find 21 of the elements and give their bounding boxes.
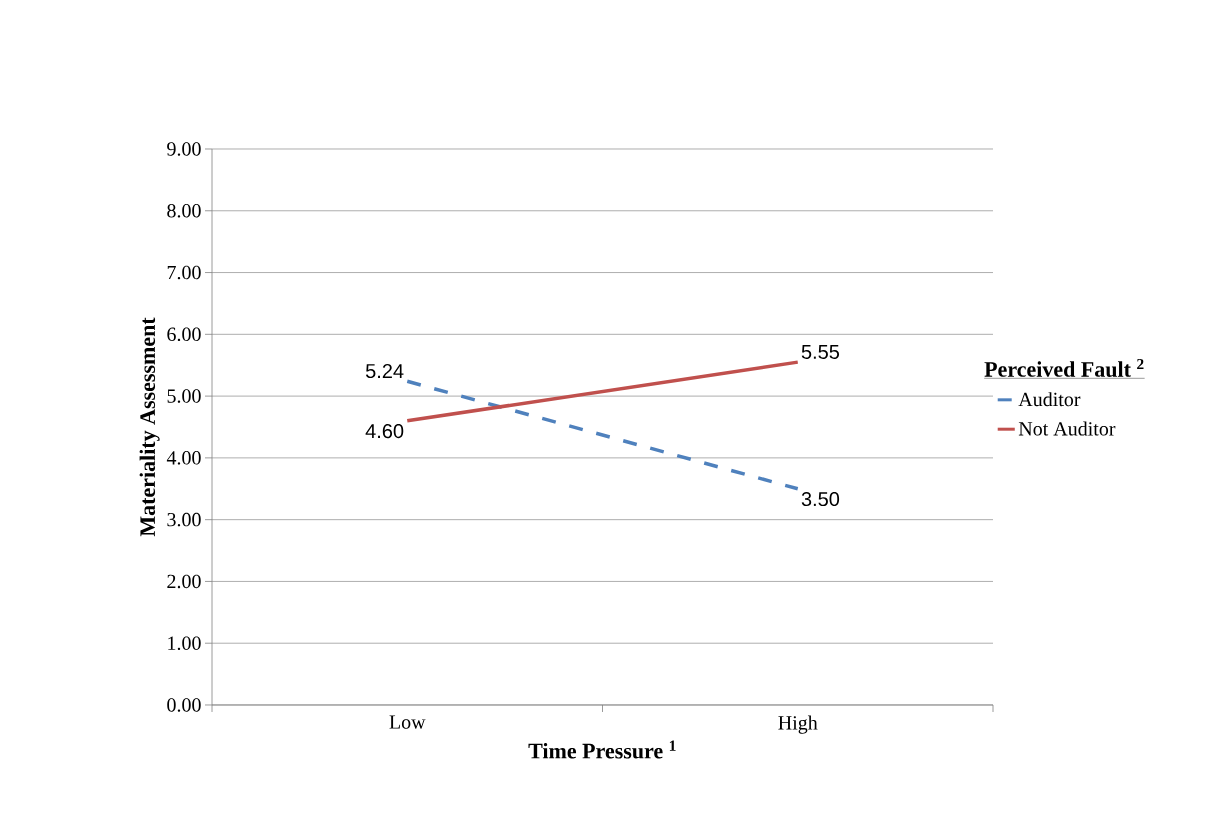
- data-label: 3.50: [801, 491, 840, 507]
- y-axis-title: Materiality Assessment: [139, 317, 160, 537]
- y-tick-label: 5.00: [167, 389, 201, 403]
- y-tick-label: 0.00: [167, 698, 201, 712]
- x-tick-label: Low: [389, 715, 426, 729]
- y-tick-label: 7.00: [167, 265, 201, 280]
- legend-label: Not Auditor: [1018, 421, 1116, 436]
- legend-title: Perceived Fault $^{2}$: [984, 358, 1144, 377]
- data-label: 5.55: [801, 344, 840, 359]
- legend-label: Auditor: [1018, 392, 1081, 407]
- y-tick-label: 4.00: [166, 451, 201, 465]
- y-tick-label: 2.00: [167, 574, 201, 589]
- x-axis-title: Time Pressure $^{1}$: [528, 740, 676, 759]
- x-tick-label: High: [778, 715, 818, 734]
- y-tick-label: 6.00: [167, 327, 201, 342]
- y-tick-label: 1.00: [168, 636, 201, 650]
- y-tick-label: 9.00: [167, 142, 201, 156]
- y-tick-label: 8.00: [167, 203, 201, 218]
- data-label: 5.24: [365, 363, 404, 379]
- data-label: 4.60: [365, 424, 404, 439]
- y-tick-label: 3.00: [167, 512, 201, 527]
